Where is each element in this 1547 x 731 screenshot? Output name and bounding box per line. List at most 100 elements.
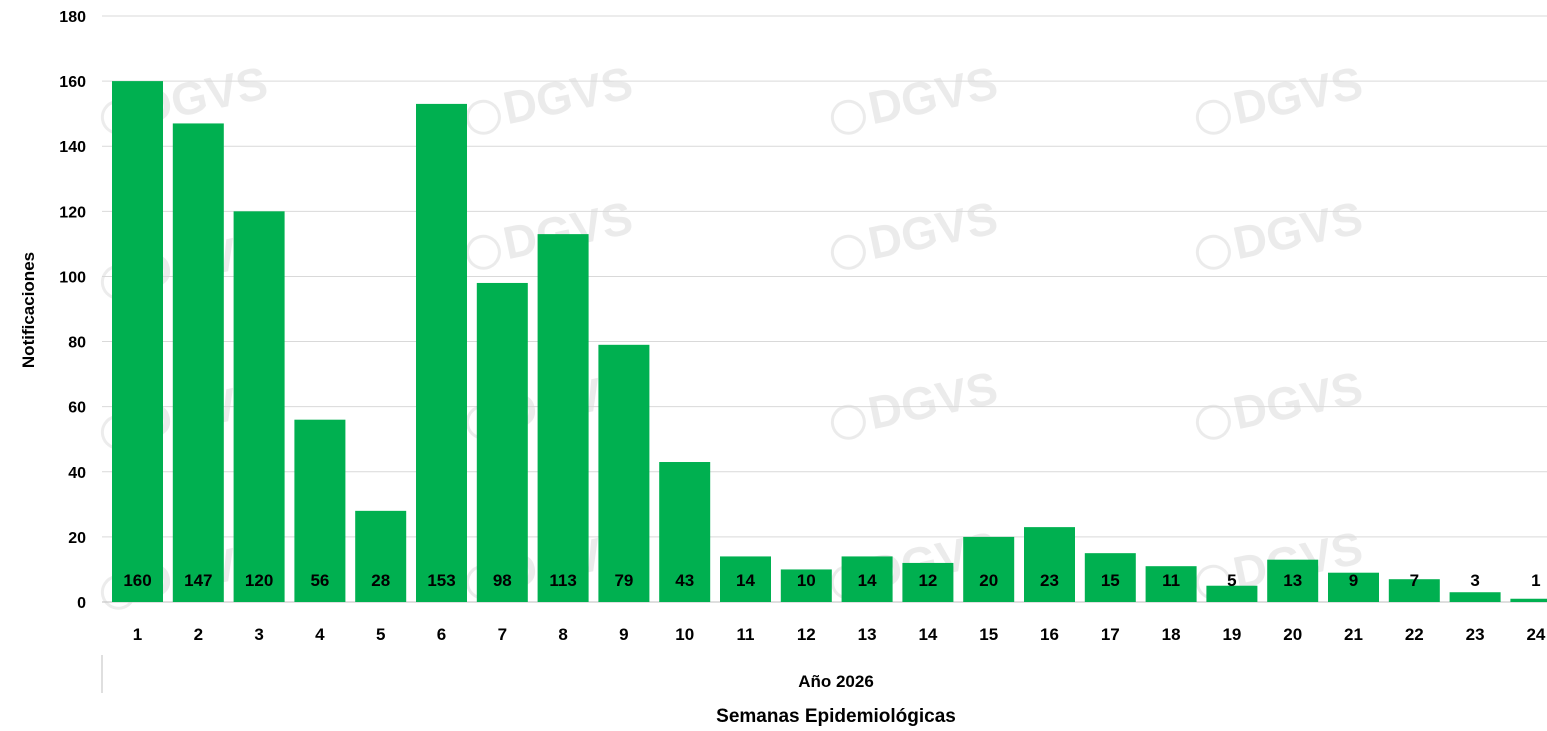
data-label: 15 (1101, 571, 1120, 590)
bar (233, 211, 285, 603)
data-label: 3 (1470, 571, 1479, 590)
watermark-logo: DGVS (830, 191, 1002, 270)
y-tick-label: 80 (68, 335, 86, 352)
x-tick-label: 5 (376, 625, 385, 644)
y-tick-label: 100 (59, 269, 86, 286)
bar (1145, 566, 1197, 602)
data-label: 23 (1040, 571, 1059, 590)
watermark-logo: DGVS (1195, 191, 1367, 270)
y-tick-label: 20 (68, 530, 86, 547)
watermark-logo: DGVS (830, 361, 1002, 440)
data-label: 7 (1410, 571, 1419, 590)
watermark-logo: DGVS (1195, 56, 1367, 135)
x-tick-label: 13 (858, 625, 877, 644)
watermark-logo: DGVS (1195, 361, 1367, 440)
y-tick-labels: 0 20 40 60 80 100 120 140 160 180 (59, 9, 86, 612)
data-labels: 160 147 120 56 28 153 98 113 79 43 14 10 14 12 20 23 15 1… (123, 571, 1540, 590)
x-tick-label: 10 (675, 625, 694, 644)
x-tick-label: 8 (558, 625, 567, 644)
bar (1267, 559, 1319, 602)
x-tick-label: 15 (979, 625, 998, 644)
data-label: 14 (736, 571, 755, 590)
bar (537, 234, 589, 602)
bar (1449, 592, 1501, 602)
bar (112, 81, 163, 603)
x-tick-label: 11 (737, 625, 755, 644)
watermark-text: DGVS (1229, 56, 1367, 134)
bar (659, 462, 711, 602)
data-label: 5 (1227, 571, 1236, 590)
data-label: 120 (245, 571, 273, 590)
x-tick-label: 14 (918, 625, 937, 644)
watermark-logo: DGVS (830, 56, 1002, 135)
data-label: 113 (549, 571, 576, 590)
bar (1328, 572, 1379, 602)
data-label: 14 (858, 571, 877, 590)
y-tick-label: 120 (59, 204, 86, 221)
data-label: 20 (979, 571, 998, 590)
bar (1388, 579, 1440, 602)
bar (416, 103, 467, 603)
x-tick-label: 22 (1405, 625, 1424, 644)
x-tick-label: 9 (619, 625, 628, 644)
data-label: 10 (797, 571, 816, 590)
watermark-text: DGVS (864, 191, 1002, 269)
bar (902, 562, 954, 602)
bar (841, 556, 893, 602)
data-label: 28 (371, 571, 390, 590)
bar (598, 344, 650, 602)
watermark-text: DGVS (864, 56, 1002, 134)
data-label: 13 (1283, 571, 1302, 590)
x-tick-label: 3 (254, 625, 263, 644)
x-tick-label: 12 (797, 625, 816, 644)
y-tick-label: 160 (59, 74, 86, 91)
x-group-label: Año 2026 (798, 672, 874, 691)
bar (1084, 553, 1136, 602)
data-label: 11 (1162, 571, 1180, 590)
x-tick-label: 4 (315, 625, 325, 644)
watermark-text: DGVS (499, 56, 637, 134)
y-tick-label: 140 (59, 139, 86, 156)
x-tick-label: 19 (1222, 625, 1241, 644)
bar (1510, 598, 1547, 602)
y-axis-title: Notificaciones (19, 252, 38, 368)
watermark-text: DGVS (1229, 361, 1367, 439)
x-tick-label: 2 (194, 625, 203, 644)
y-tick-label: 0 (77, 595, 86, 612)
x-axis-title: Semanas Epidemiológicas (716, 706, 956, 727)
bar (963, 536, 1015, 602)
x-tick-label: 24 (1526, 625, 1545, 644)
x-tick-label: 6 (437, 625, 446, 644)
x-tick-label: 16 (1040, 625, 1059, 644)
x-tick-label: 7 (498, 625, 507, 644)
bar (720, 556, 771, 602)
x-tick-label: 1 (133, 625, 142, 644)
y-tick-label: 40 (68, 465, 86, 482)
bar (780, 569, 832, 602)
data-label: 160 (123, 571, 151, 590)
watermark-text: DGVS (1229, 191, 1367, 269)
bar (172, 123, 224, 602)
data-label: 1 (1531, 571, 1540, 590)
data-label: 147 (184, 571, 212, 590)
data-label: 98 (493, 571, 512, 590)
x-tick-label: 17 (1101, 625, 1120, 644)
x-tick-label: 23 (1466, 625, 1485, 644)
bars (112, 81, 1547, 603)
data-label: 56 (310, 571, 329, 590)
data-label: 153 (427, 571, 455, 590)
bar (355, 510, 407, 602)
x-tick-label: 18 (1162, 625, 1181, 644)
bar (294, 419, 346, 602)
watermark-logo: DGVS (465, 56, 637, 135)
data-label: 43 (675, 571, 694, 590)
data-label: 12 (918, 571, 937, 590)
y-tick-label: 180 (59, 9, 86, 26)
bar (476, 282, 528, 602)
watermark-text: DGVS (864, 361, 1002, 439)
data-label: 79 (614, 571, 633, 590)
bar (1024, 527, 1075, 602)
x-tick-label: 20 (1283, 625, 1302, 644)
